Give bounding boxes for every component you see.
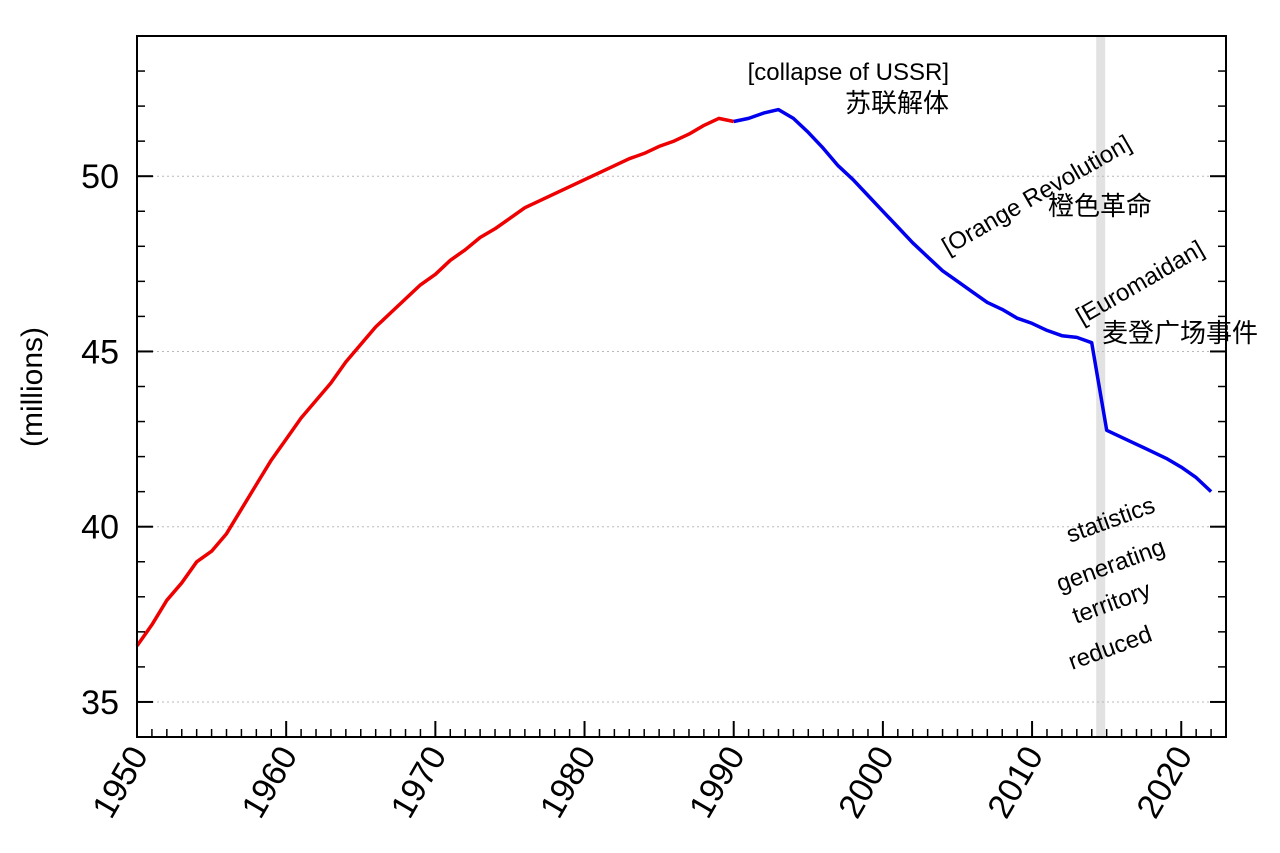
annotation-collapse-ussr-en: [collapse of USSR] — [748, 59, 949, 86]
annotation-collapse-ussr-cn: 苏联解体 — [845, 89, 949, 119]
annotation-euromaidan-cn: 麦登广场事件 — [1102, 319, 1258, 349]
series-lines — [135, 107, 1213, 647]
y-tick-label-40: 40 — [81, 509, 119, 547]
y-tick-label-50: 50 — [81, 158, 119, 196]
gridlines — [137, 175, 1226, 703]
y-tick-label-45: 45 — [81, 333, 119, 371]
series-line-independent-ukraine — [733, 107, 1213, 493]
annotation-orange-revolution-cn: 橙色革命 — [1048, 192, 1152, 222]
axis-ticks — [136, 35, 1227, 738]
y-tick-label-35: 35 — [81, 684, 119, 722]
series-line-soviet-era — [135, 116, 735, 647]
y-tick-labels: 35 40 45 50 — [81, 158, 119, 722]
y-axis-label: (millions) — [16, 327, 49, 447]
